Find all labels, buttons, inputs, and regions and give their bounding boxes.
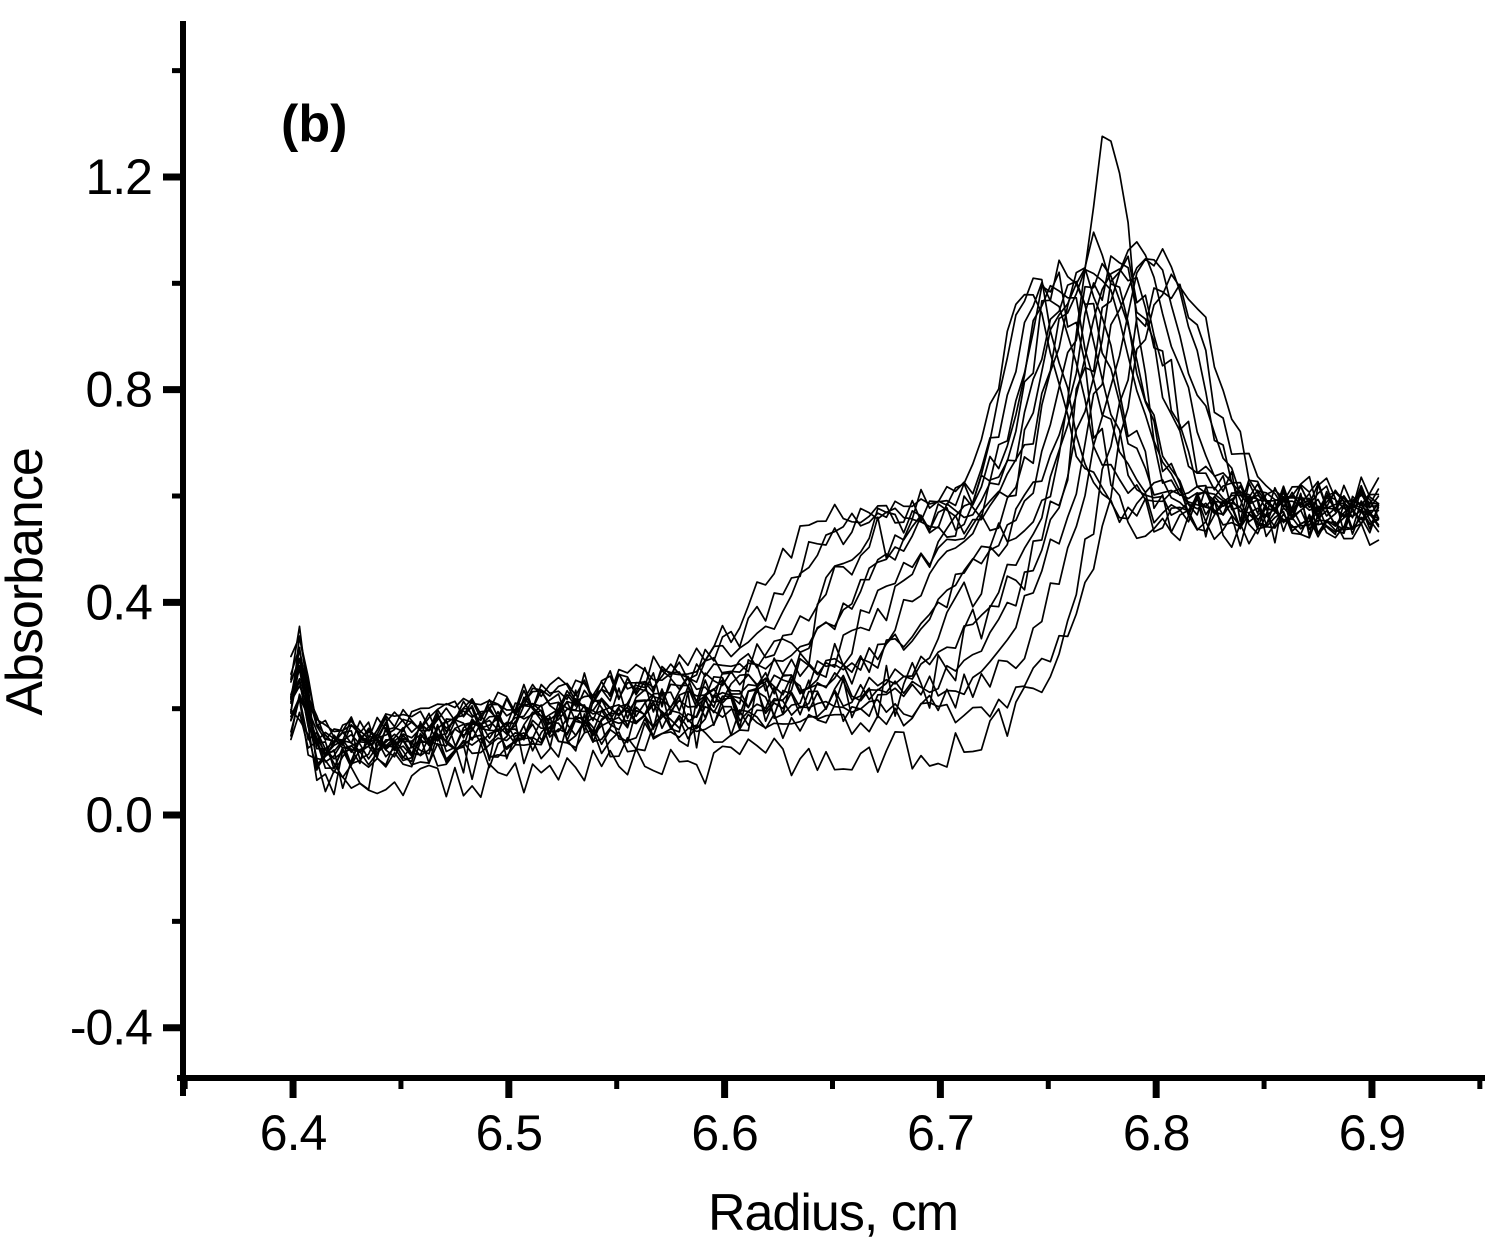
- x-tick-label: 6.6: [691, 1105, 758, 1161]
- scan-trace: [290, 135, 1380, 757]
- scan-trace: [290, 255, 1380, 790]
- y-axis-title: Absorbance: [0, 448, 54, 716]
- scan-trace: [290, 271, 1380, 796]
- y-tick-label: 0.0: [85, 787, 152, 843]
- x-tick-label: 6.4: [260, 1105, 327, 1161]
- scan-trace: [290, 293, 1380, 743]
- scan-trace: [290, 241, 1380, 770]
- scan-traces-group: [290, 135, 1380, 799]
- scan-trace: [290, 273, 1380, 779]
- scan-trace: [290, 283, 1380, 799]
- scan-trace: [290, 284, 1380, 745]
- y-tick-label: -0.4: [70, 1000, 152, 1056]
- x-tick-label: 6.5: [476, 1105, 543, 1161]
- scan-trace: [290, 268, 1380, 754]
- axes-group: [177, 21, 1485, 1096]
- scan-trace: [290, 258, 1380, 767]
- scan-trace: [290, 267, 1380, 765]
- scan-trace: [290, 268, 1380, 760]
- tick-labels-group: 6.4 6.5 6.6 6.7 6.8 6.9 -0.4 0.0 0.4 0.8 1.2: [70, 149, 1406, 1161]
- scan-trace: [290, 262, 1380, 754]
- y-tick-label: 0.4: [85, 574, 152, 630]
- x-tick-label: 6.7: [907, 1105, 974, 1161]
- y-tick-label: 1.2: [85, 149, 152, 205]
- scan-trace: [290, 248, 1380, 770]
- ticks-group: [163, 68, 1483, 1098]
- panel-annotation: (b): [281, 95, 347, 153]
- scan-trace: [290, 259, 1380, 760]
- x-axis-title: Radius, cm: [708, 1184, 958, 1242]
- y-tick-label: 0.8: [85, 362, 152, 418]
- x-tick-label: 6.9: [1339, 1105, 1406, 1161]
- x-tick-label: 6.8: [1123, 1105, 1190, 1161]
